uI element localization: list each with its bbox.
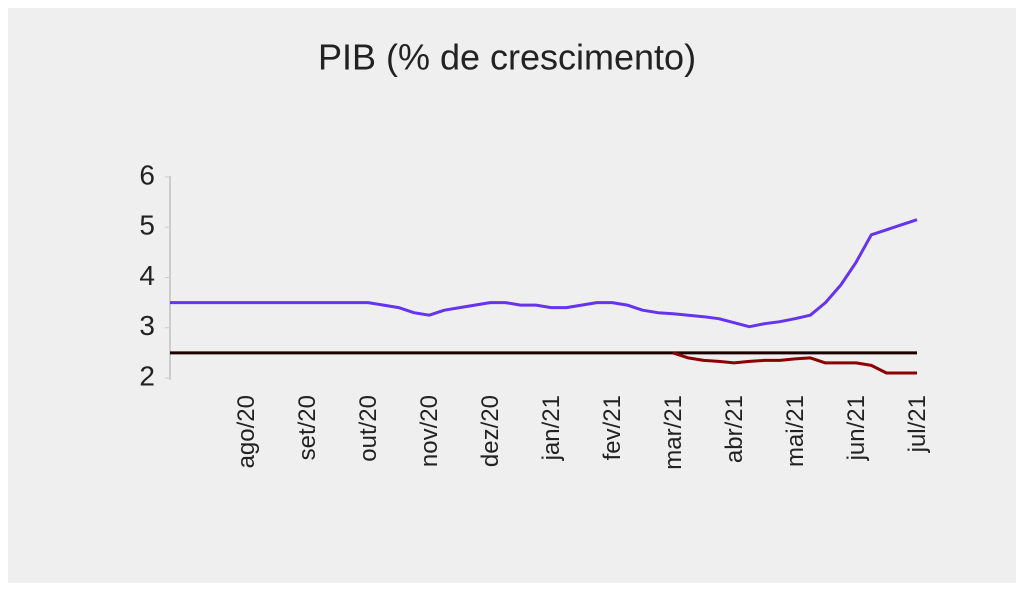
x-tick-label: jul/21 (904, 395, 931, 453)
y-tick-label: 5 (139, 210, 155, 241)
x-tick-label: abr/21 (721, 395, 748, 463)
x-tick-label: mai/21 (782, 395, 809, 467)
series-line (170, 218, 918, 329)
x-tick-label: fev/21 (599, 395, 626, 460)
y-tick-label: 2 (139, 360, 155, 391)
x-tick-label: nov/20 (416, 395, 443, 467)
chart-title: PIB (% de crescimento) (318, 37, 696, 78)
chart-background (8, 8, 1016, 583)
x-tick-label: dez/20 (477, 395, 504, 467)
y-tick-label: 6 (139, 159, 155, 190)
y-tick-label: 4 (139, 260, 155, 291)
x-tick-label: out/20 (355, 395, 382, 462)
x-tick-label: jan/21 (538, 395, 565, 461)
x-tick-label: set/20 (294, 395, 321, 460)
x-tick-label: jun/21 (843, 395, 870, 461)
x-tick-label: mar/21 (660, 395, 687, 470)
y-tick-label: 3 (139, 310, 155, 341)
series-line (672, 351, 917, 375)
x-tick-label: ago/20 (233, 395, 260, 468)
